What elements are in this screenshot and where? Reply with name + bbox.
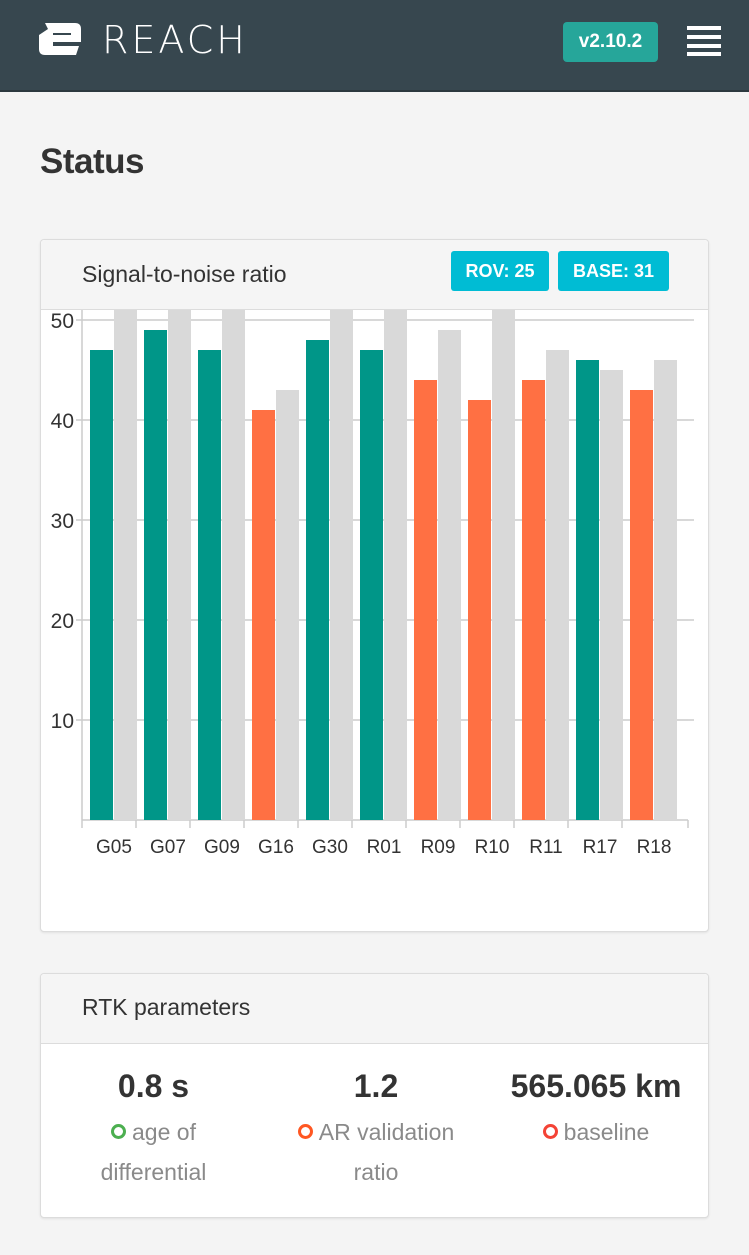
base-snr-bar [600,370,623,820]
ar-validation-ratio-value: 1.2 [353,1068,399,1104]
base-snr-bar [276,390,299,820]
snr-card-header: Signal-to-noise ratio ROV: 25 BASE: 31 [41,240,708,310]
base-snr-bar [384,310,407,820]
status-dot-icon [111,1124,127,1139]
rover-snr-bar [468,400,491,820]
status-dot-icon [542,1124,558,1139]
rover-snr-bar [630,390,653,820]
rover-snr-bar [144,330,167,820]
status-dot-icon [297,1124,313,1139]
page-title: Status [40,142,144,181]
x-tick-label: R10 [475,837,510,858]
y-tick-label: 10 [51,710,74,733]
x-tick-label: R01 [367,837,402,858]
y-tick-label: 40 [51,410,74,433]
base-snr-bar [168,310,191,820]
rover-snr-bar [522,380,545,820]
base-snr-bar [222,310,245,820]
rtk-card-header: RTK parameters [41,974,708,1044]
param-baseline: 565.065 km baseline [496,1066,696,1152]
rtk-card: RTK parameters 0.8 s age of differential… [40,973,709,1218]
rover-satellite-count-badge: ROV: 25 [451,251,549,291]
base-snr-bar [492,310,515,820]
rover-snr-bar [414,380,437,820]
base-snr-bar [654,360,677,820]
base-snr-bar [438,330,461,820]
rover-snr-bar [90,350,113,820]
age-of-differential-value: 0.8 s [117,1068,190,1104]
x-tick-label: R18 [637,837,672,858]
rtk-card-title: RTK parameters [82,994,251,1020]
y-tick-label: 50 [51,310,74,333]
snr-bar-chart: 10 20 30 40 50 G05 G07 G09 G16 G30 R01 R09 R10 R11 R17… [51,310,694,858]
x-tick-label: R17 [583,837,618,858]
base-satellite-count-badge: BASE: 31 [558,251,669,291]
y-tick-label: 30 [51,510,74,533]
rover-snr-bar [306,340,329,820]
x-tick-label: G05 [96,837,132,858]
base-snr-bar [546,350,569,820]
brand-name: REACH [102,18,248,62]
baseline-label: baseline [496,1112,696,1152]
base-snr-bar [330,310,353,820]
age-of-differential-label: age of differential [100,1119,207,1185]
rover-snr-bar [360,350,383,820]
x-tick-label: R11 [529,837,562,858]
ar-validation-ratio-label: AR validation ratio [276,1112,476,1192]
version-badge[interactable]: v2.10.2 [563,22,658,62]
x-tick-label: G30 [312,837,348,858]
baseline-value: 565.065 km [510,1068,682,1104]
x-tick-label: G09 [204,837,240,858]
snr-card: Signal-to-noise ratio ROV: 25 BASE: 31 1… [40,239,709,932]
hamburger-menu-icon[interactable] [687,26,721,56]
top-bar: REACH v2.10.2 [0,0,749,92]
param-ar-validation-ratio: 1.2 AR validation ratio [276,1066,476,1192]
y-tick-label: 20 [51,610,74,633]
snr-card-title: Signal-to-noise ratio [82,261,287,287]
x-tick-label: G07 [150,837,186,858]
reach-logo-icon [39,23,81,55]
param-age-of-differential: 0.8 s age of differential [76,1066,231,1192]
rover-snr-bar [576,360,599,820]
base-snr-bar [114,310,137,820]
rover-snr-bar [252,410,275,820]
rover-snr-bar [198,350,221,820]
x-tick-label: R09 [421,837,456,858]
x-tick-label: G16 [258,837,294,858]
